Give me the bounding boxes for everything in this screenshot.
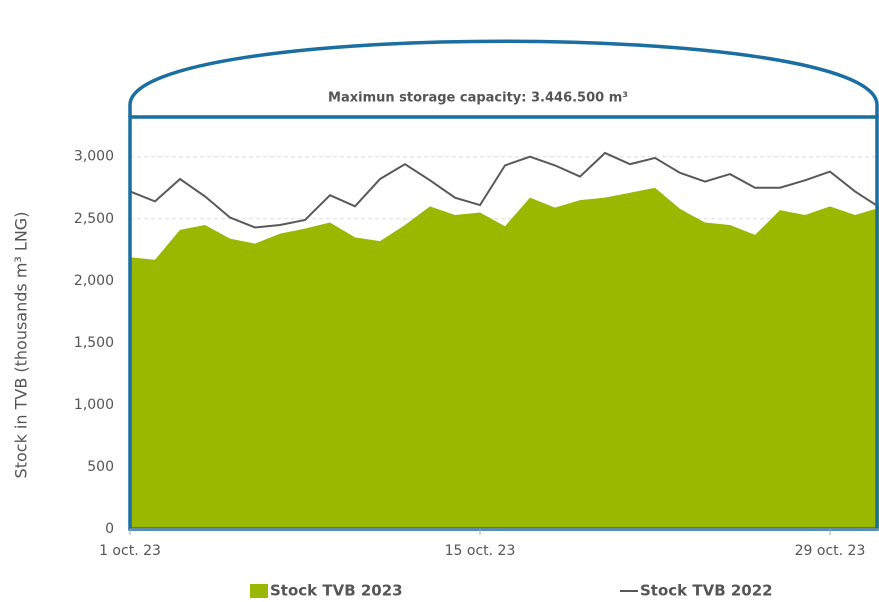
- y-tick-label: 1,000: [74, 397, 114, 413]
- y-axis-label: Stock in TVB (thousands m³ LNG): [12, 212, 31, 479]
- legend-label: Stock TVB 2022: [640, 582, 773, 599]
- y-tick-label: 500: [87, 459, 114, 475]
- legend-swatch: [250, 584, 268, 600]
- y-tick-label: 3,000: [74, 149, 114, 165]
- chart-title: Maximun storage capacity: 3.446.500 m³: [328, 91, 628, 106]
- y-tick-label: 1,500: [74, 335, 114, 351]
- x-tick-label: 15 oct. 23: [445, 543, 516, 559]
- y-tick-label: 2,500: [74, 211, 114, 227]
- line: [129, 151, 879, 229]
- area: [130, 187, 879, 529]
- plot-area: [129, 151, 879, 530]
- y-tick-label: 0: [105, 521, 114, 537]
- x-tick-label: 29 oct. 23: [795, 543, 866, 559]
- legend-label: Stock TVB 2023: [270, 582, 403, 599]
- y-tick-label: 2,000: [74, 273, 114, 289]
- x-tick-label: 1 oct. 23: [99, 543, 161, 559]
- tank-top: [128, 39, 879, 117]
